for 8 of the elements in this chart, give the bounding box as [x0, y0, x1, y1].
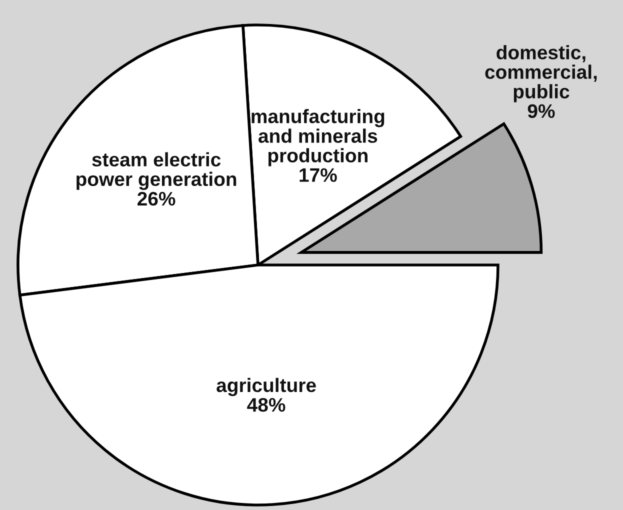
slice-label: domestic, commercial, public — [485, 45, 597, 102]
data-label: 17% — [300, 168, 337, 182]
slice-label: manufacturing and minerals production — [252, 108, 384, 166]
data-label: 26% — [138, 192, 176, 206]
slice-label: agriculture — [216, 378, 316, 396]
slice-label: steam electric power generation — [76, 152, 236, 190]
data-label: 48% — [247, 398, 286, 412]
data-label: 9% — [528, 104, 555, 118]
